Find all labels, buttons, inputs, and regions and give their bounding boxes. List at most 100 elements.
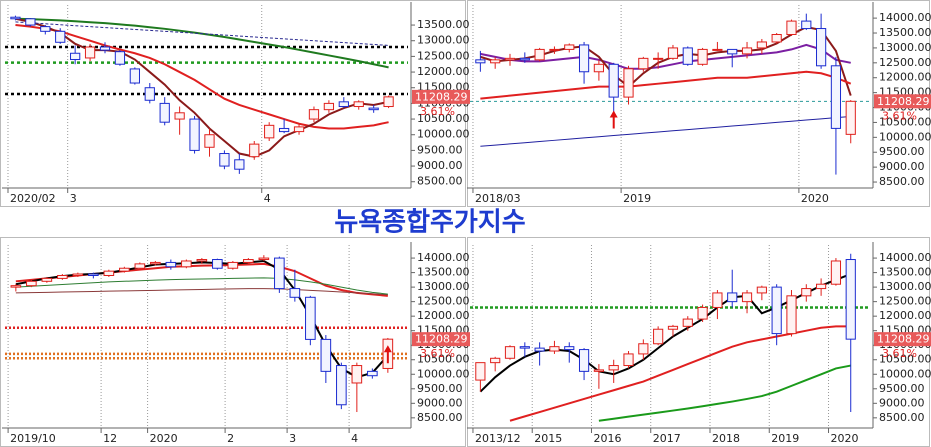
x-tick-label: 3 bbox=[289, 432, 296, 445]
x-tick-label: 2017 bbox=[653, 432, 681, 445]
candle-body bbox=[323, 102, 335, 111]
x-tick-label: 3 bbox=[70, 192, 77, 205]
candle-body bbox=[771, 286, 782, 335]
y-tick-label: 9500.00 bbox=[417, 382, 463, 395]
y-tick-label: 10500.00 bbox=[879, 353, 931, 366]
candle-body bbox=[682, 318, 693, 327]
plot bbox=[470, 5, 870, 188]
y-tick-label: 9500.00 bbox=[879, 145, 925, 158]
candle-body bbox=[25, 18, 36, 26]
candle-body bbox=[786, 20, 797, 36]
candle-body bbox=[26, 280, 37, 287]
candle-body bbox=[830, 65, 842, 129]
y-tick-label: 8500.00 bbox=[879, 411, 925, 424]
y-tick-label: 12500.00 bbox=[417, 49, 470, 62]
candle-body bbox=[41, 277, 53, 282]
candle-body bbox=[727, 292, 738, 303]
y-tick-label: 14000.00 bbox=[879, 11, 931, 24]
y-tick-label: 10000.00 bbox=[417, 367, 470, 380]
price-box bbox=[412, 89, 470, 104]
candle-body bbox=[338, 101, 349, 108]
x-tick-label: 2013/12 bbox=[475, 432, 521, 445]
x-tick-label: 12 bbox=[103, 432, 117, 445]
y-tick-label: 8500.00 bbox=[417, 411, 463, 424]
y-tick-label: 9000.00 bbox=[417, 159, 463, 172]
y-tick-label: 12000.00 bbox=[879, 309, 931, 322]
y-tick-label: 13500.00 bbox=[417, 266, 470, 279]
candle-body bbox=[351, 365, 363, 384]
arrow bbox=[609, 110, 618, 129]
moving-average bbox=[480, 70, 852, 100]
candle-body bbox=[475, 59, 486, 64]
candle-body bbox=[174, 112, 185, 120]
candle-body bbox=[653, 57, 664, 60]
y-tick-label: 13000.00 bbox=[417, 34, 470, 47]
y-tick-label: 14000.00 bbox=[417, 251, 470, 264]
candle-body bbox=[368, 107, 379, 111]
candle-body bbox=[653, 328, 664, 345]
candle-body bbox=[816, 283, 827, 290]
candle-body bbox=[249, 143, 260, 158]
candle-body bbox=[549, 48, 560, 51]
candle-body bbox=[756, 286, 767, 294]
candle-body bbox=[196, 259, 208, 262]
candle-body bbox=[305, 296, 316, 340]
y-tick-label: 13000.00 bbox=[879, 280, 931, 293]
candle-body bbox=[227, 261, 239, 269]
candle-body bbox=[55, 30, 66, 43]
x-tick-label: 2019/10 bbox=[10, 432, 56, 445]
x-tick-label: 2020 bbox=[831, 432, 859, 445]
y-tick-label: 13000.00 bbox=[417, 280, 470, 293]
x-tick-label: 2016 bbox=[593, 432, 621, 445]
candle-body bbox=[274, 257, 285, 290]
plot bbox=[5, 245, 408, 428]
x-tick-label: 4 bbox=[264, 192, 271, 205]
candle-body bbox=[578, 349, 590, 372]
candle-body bbox=[88, 273, 99, 276]
moving-average bbox=[15, 21, 389, 46]
moving-average bbox=[598, 364, 851, 422]
price-box bbox=[412, 332, 470, 347]
x-tick-label: 2 bbox=[227, 432, 234, 445]
candle-body bbox=[712, 292, 723, 308]
candle-body bbox=[367, 370, 378, 377]
y-tick-label: 10000.00 bbox=[879, 367, 931, 380]
price-box bbox=[874, 332, 931, 347]
moving-average bbox=[15, 17, 389, 158]
candle-body bbox=[308, 109, 320, 120]
candle-body bbox=[119, 267, 130, 272]
candle-body bbox=[336, 365, 347, 406]
price-box bbox=[874, 94, 931, 109]
price-label: 11208.29 bbox=[877, 333, 930, 346]
y-tick-label: 9000.00 bbox=[879, 396, 925, 409]
candle-body bbox=[564, 44, 575, 50]
candle-body bbox=[490, 59, 501, 64]
candle-body bbox=[845, 100, 856, 135]
candle-body bbox=[845, 259, 856, 340]
y-tick-label: 12000.00 bbox=[417, 309, 470, 322]
y-tick-label: 12500.00 bbox=[417, 295, 470, 308]
y-tick-label: 13500.00 bbox=[879, 266, 931, 279]
candle-body bbox=[57, 275, 68, 279]
y-tick-label: 12500.00 bbox=[879, 295, 931, 308]
x-tick-label: 2018 bbox=[712, 432, 740, 445]
candle-body bbox=[114, 51, 126, 65]
candle-body bbox=[623, 353, 634, 367]
x-tick-label: 2020 bbox=[801, 192, 829, 205]
y-tick-label: 9500.00 bbox=[417, 143, 463, 156]
x-tick-label: 2020 bbox=[150, 432, 178, 445]
y-tick-label: 10500.00 bbox=[417, 112, 470, 125]
candle-body bbox=[212, 259, 223, 269]
candle-body bbox=[801, 288, 812, 297]
candle-body bbox=[534, 48, 545, 61]
candle-body bbox=[219, 153, 230, 167]
y-tick-label: 8500.00 bbox=[417, 175, 463, 188]
candle-body bbox=[682, 47, 693, 65]
y-tick-label: 13500.00 bbox=[417, 18, 470, 31]
change-label: 3.61% bbox=[420, 105, 455, 118]
candle-body bbox=[144, 87, 155, 101]
candle-body bbox=[578, 44, 590, 73]
candle-body bbox=[475, 362, 486, 381]
candle-body bbox=[786, 295, 797, 335]
